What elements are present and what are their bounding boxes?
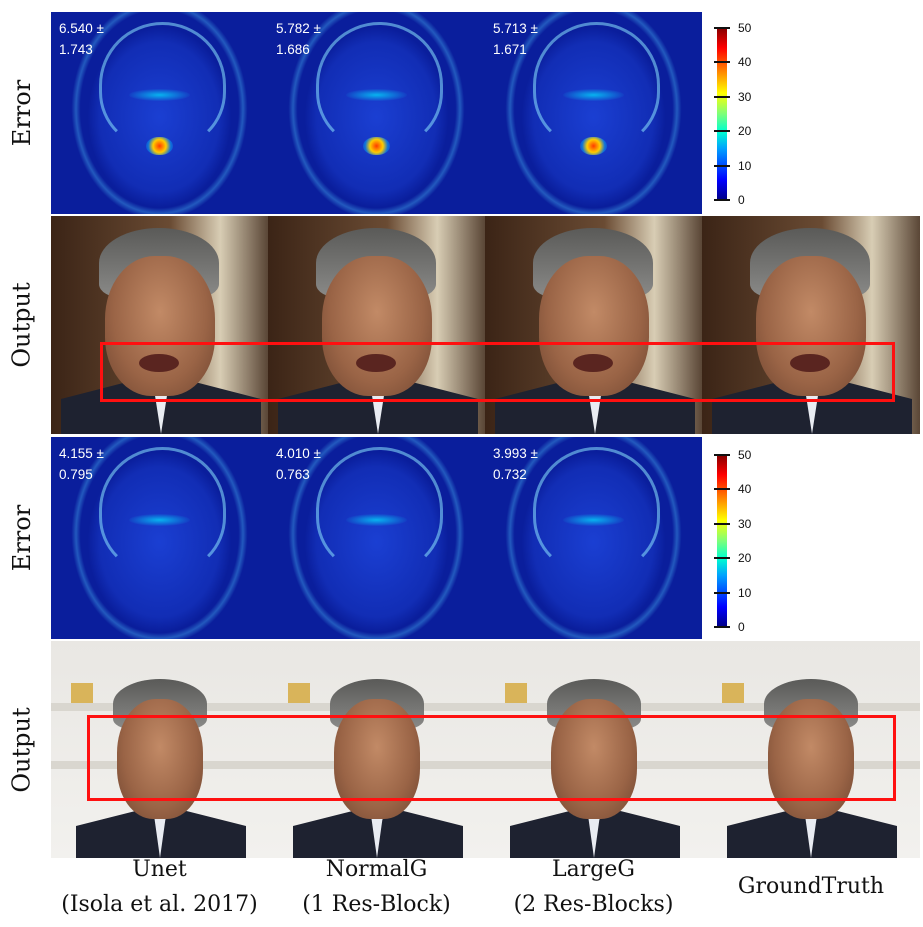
row-label-output-2: Output (8, 706, 36, 793)
error-map-normalg-2: 4.010 ±0.763 (268, 437, 485, 639)
output-photo-normalg-2 (268, 641, 485, 858)
error-value: 5.713 ±1.671 (493, 21, 538, 57)
row-label-error-2: Error (8, 504, 37, 572)
output-photo-largeg-2 (485, 641, 702, 858)
colorbar-2 (717, 454, 727, 628)
colorbar-1 (717, 27, 727, 201)
column-label-groundtruth: GroundTruth (737, 874, 885, 899)
face-region-highlight-2 (87, 715, 896, 801)
error-value: 4.155 ±0.795 (59, 446, 104, 482)
column-label-normalg: NormalG (1 Res-Block) (302, 857, 451, 917)
column-label-largeg: LargeG (2 Res-Blocks) (513, 857, 674, 917)
mouth-region-highlight-1 (100, 342, 895, 402)
output-photo-normalg-1 (268, 216, 485, 434)
error-map-largeg-2: 3.993 ±0.732 (485, 437, 702, 639)
error-map-unet-2: 4.155 ±0.795 (51, 437, 268, 639)
error-map-largeg-1: 5.713 ±1.671 (485, 12, 702, 214)
output-photo-largeg-1 (485, 216, 702, 434)
error-map-normalg-1: 5.782 ±1.686 (268, 12, 485, 214)
row-label-error-1: Error (8, 79, 37, 147)
output-photo-groundtruth-1 (702, 216, 920, 434)
error-value: 5.782 ±1.686 (276, 21, 321, 57)
column-label-unet: Unet (Isola et al. 2017) (61, 857, 258, 917)
error-value: 3.993 ±0.732 (493, 446, 538, 482)
error-value: 6.540 ±1.743 (59, 21, 104, 57)
output-photo-unet-1 (51, 216, 268, 434)
output-photo-groundtruth-2 (702, 641, 920, 858)
error-value: 4.010 ±0.763 (276, 446, 321, 482)
row-label-output-1: Output (8, 282, 36, 368)
error-map-unet-1: 6.540 ±1.743 (51, 12, 268, 214)
